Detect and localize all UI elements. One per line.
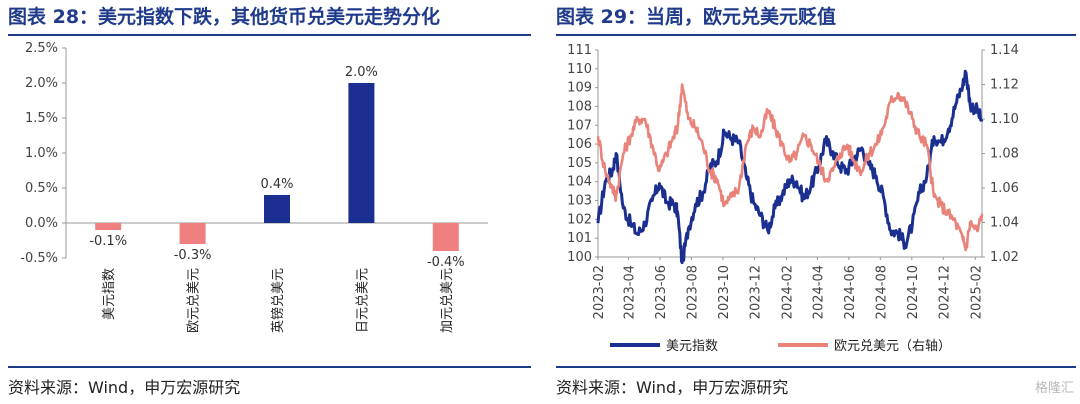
x-tick-label: 2023-02 <box>592 265 607 319</box>
data-label: -0.3% <box>174 248 212 263</box>
right-tick-label: 1.02 <box>990 250 1019 265</box>
category-label: 欧元兑美元 <box>187 268 202 333</box>
chart-title: 图表 29：当周，欧元兑美元贬值 <box>556 6 837 28</box>
y-tick-label: 0.0% <box>25 216 58 231</box>
title-divider <box>556 34 1076 36</box>
left-tick-label: 104 <box>567 175 592 190</box>
left-tick-label: 107 <box>567 118 592 133</box>
x-tick-label: 2025-02 <box>969 265 984 319</box>
y-tick-label: 1.0% <box>25 146 58 161</box>
source-divider <box>556 366 1076 368</box>
left-tick-label: 108 <box>567 99 592 114</box>
bar <box>264 195 290 223</box>
right-tick-label: 1.04 <box>990 216 1019 231</box>
x-tick-label: 2023-04 <box>622 265 637 319</box>
x-tick-label: 2024-02 <box>780 265 795 319</box>
left-tick-label: 111 <box>567 43 592 58</box>
source-divider <box>8 366 531 368</box>
x-tick-label: 2024-10 <box>906 265 921 319</box>
left-tick-label: 110 <box>567 62 592 77</box>
left-tick-label: 105 <box>567 156 592 171</box>
right-tick-label: 1.12 <box>990 78 1019 93</box>
y-tick-label: 2.5% <box>25 41 58 56</box>
series-line <box>596 69 984 265</box>
data-label: -0.1% <box>89 234 127 249</box>
x-tick-label: 2024-04 <box>811 265 826 319</box>
source-note: 资料来源：Wind，申万宏源研究 <box>8 378 241 397</box>
series-line <box>596 83 984 252</box>
y-tick-label: 0.5% <box>25 181 58 196</box>
right-tick-label: 1.10 <box>990 112 1019 127</box>
left-tick-label: 101 <box>567 231 592 246</box>
right-tick-label: 1.08 <box>990 147 1019 162</box>
left-chart-panel: 图表 28：美元指数下跌，其他货币兑美元走势分化 -0.5% 0.0% 0.5% 1.… <box>0 0 535 404</box>
source-note: 资料来源：Wind，申万宏源研究 <box>556 378 789 397</box>
category-label: 日元兑美元 <box>355 268 370 333</box>
y-tick-label: 1.5% <box>25 111 58 126</box>
bar <box>348 83 375 223</box>
x-tick-label: 2023-10 <box>717 265 732 319</box>
data-label: -0.4% <box>427 255 465 270</box>
watermark: 格隆汇 <box>1034 381 1074 396</box>
right-chart-panel: 图表 29：当周，欧元兑美元贬值 100 101 102 103 104 105 106 10… <box>548 0 1080 404</box>
right-tick-label: 1.14 <box>990 43 1019 58</box>
x-tick-label: 2023-08 <box>685 265 700 319</box>
category-label: 美元指数 <box>102 268 117 320</box>
right-tick-label: 1.06 <box>990 181 1019 196</box>
bar-chart: -0.5% 0.0% 0.5% 1.0% 1.5% 2.0% 2.5% -0.1% 美元指数 -0… <box>20 41 488 333</box>
x-tick-label: 2023-06 <box>654 265 669 319</box>
left-tick-label: 102 <box>567 212 592 227</box>
legend-label: 欧元兑美元（右轴） <box>834 339 951 354</box>
left-tick-label: 100 <box>567 250 592 265</box>
y-tick-label: -0.5% <box>20 251 58 266</box>
category-label: 英镑兑美元 <box>270 268 286 333</box>
chart-title: 图表 28：美元指数下跌，其他货币兑美元走势分化 <box>8 6 441 28</box>
bar <box>179 223 206 244</box>
left-tick-label: 103 <box>567 194 592 209</box>
bar <box>432 223 459 251</box>
y-tick-label: 2.0% <box>25 76 58 91</box>
left-tick-label: 106 <box>567 137 592 152</box>
left-tick-label: 109 <box>567 81 592 96</box>
data-label: 0.4% <box>260 177 293 192</box>
x-tick-label: 2024-06 <box>843 265 858 319</box>
category-label: 加元兑美元 <box>440 268 455 333</box>
x-tick-label: 2024-08 <box>874 265 889 319</box>
x-tick-label: 2024-12 <box>937 265 952 319</box>
x-tick-label: 2023-12 <box>748 265 763 319</box>
bar <box>95 223 122 230</box>
data-label: 2.0% <box>345 65 378 80</box>
legend-label: 美元指数 <box>666 339 718 354</box>
line-chart: 100 101 102 103 104 105 106 107 108 109 110 111 1.02… <box>567 43 1019 354</box>
title-divider <box>8 34 531 36</box>
